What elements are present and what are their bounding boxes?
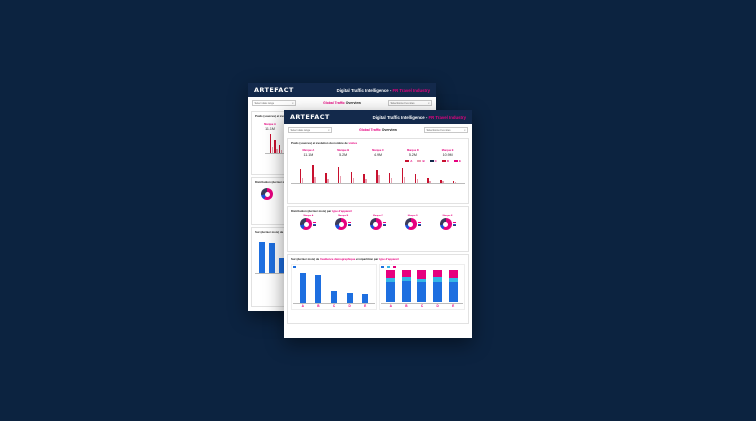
filter-bar: Select date range ▾ Global Traffic Overvi… xyxy=(284,124,472,136)
date-range-dropdown[interactable]: Select date range ▾ xyxy=(288,127,332,133)
site-dropdown[interactable]: Sélectionnez les sites ▾ xyxy=(388,100,432,106)
chevron-down-icon: ▾ xyxy=(328,128,330,132)
site-dropdown[interactable]: Sélectionnez les sites ▾ xyxy=(424,127,468,133)
artefact-logo: ARTEFACT xyxy=(254,86,294,94)
device-donut: Marque E xyxy=(439,215,456,230)
audience-bar-chart xyxy=(293,270,375,304)
brand-kpi-row: Marque A 11.1M Marque B 5.2M Marque C 4.9M … xyxy=(291,149,465,157)
brand-kpi: Marque A 11.1M xyxy=(264,123,276,131)
device-donut-row: Marque A Marque B Marque C Marque D Marq… xyxy=(291,215,465,230)
audience-card-title: Sur (dernier mois) de l'audience démogra… xyxy=(291,257,399,261)
report-title: Digital Traffic Intelligence - FR Travel… xyxy=(336,87,430,93)
audience-card: Sur (dernier mois) de l'audience démogra… xyxy=(287,254,469,324)
legend-item: B xyxy=(417,159,425,163)
artefact-logo: ARTEFACT xyxy=(290,113,330,121)
brand-kpi: Marque D 5.2M xyxy=(406,149,419,157)
overview-title: Global Traffic Overview xyxy=(323,101,361,105)
device-donut xyxy=(261,188,429,200)
visits-bar-chart xyxy=(291,164,465,184)
report-header: ARTEFACT Digital Traffic Intelligence - … xyxy=(248,83,436,97)
device-card: Distribution (dernier mois) par type d'a… xyxy=(287,206,469,252)
chevron-down-icon: ▾ xyxy=(292,101,294,105)
device-donut: Marque B xyxy=(335,215,352,230)
device-stacked-chart xyxy=(381,269,463,304)
report-title: Digital Traffic Intelligence - FR Travel… xyxy=(372,114,466,120)
brand-kpi: Marque E 10.9M xyxy=(441,149,454,157)
legend-item: A xyxy=(405,159,412,163)
visits-bar-chart xyxy=(265,132,287,154)
report-page-front: ARTEFACT Digital Traffic Intelligence - … xyxy=(284,110,472,338)
legend-item: E xyxy=(453,159,461,163)
overview-title: Global Traffic Overview xyxy=(359,128,397,132)
legend-item: D xyxy=(441,159,449,163)
chevron-down-icon: ▾ xyxy=(428,101,430,105)
visits-card: Poids (sources) et évolution du nombre d… xyxy=(287,138,469,204)
date-range-dropdown[interactable]: Select date range ▾ xyxy=(252,100,296,106)
chart-legend: A B C D E xyxy=(291,159,465,163)
legend-item: C xyxy=(429,159,437,163)
filter-bar: Select date range ▾ Global Traffic Overvi… xyxy=(248,97,436,109)
device-donut: Marque C xyxy=(369,215,386,230)
visits-card-title: Poids (sources) et évolution du nombre d… xyxy=(291,141,358,145)
brand-kpi: Marque C 4.9M xyxy=(372,149,384,157)
device-donut: Marque D xyxy=(404,215,421,230)
chevron-down-icon: ▾ xyxy=(464,128,466,132)
device-card-title: Distribution (dernier mois) par type d'a… xyxy=(291,209,352,213)
brand-kpi: Marque A 11.1M xyxy=(302,149,315,157)
report-header: ARTEFACT Digital Traffic Intelligence - … xyxy=(284,110,472,124)
brand-kpi: Marque B 5.2M xyxy=(337,149,350,157)
audience-bar-chart xyxy=(255,236,289,274)
device-donut: Marque A xyxy=(300,215,317,230)
